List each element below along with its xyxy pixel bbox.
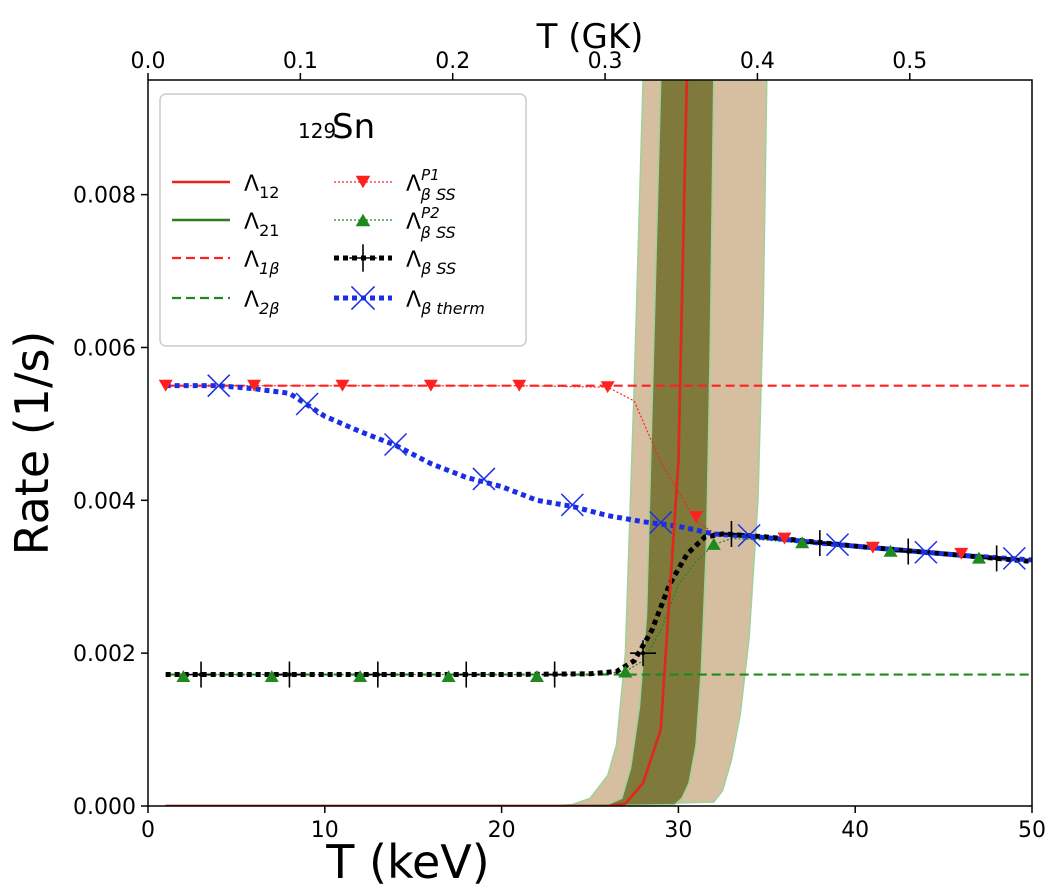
marker-s4-0 bbox=[158, 379, 173, 392]
marker-s6-6 bbox=[718, 520, 745, 547]
legend-marker-p2 bbox=[355, 213, 371, 227]
marker-s7-5 bbox=[649, 510, 673, 535]
y-tick-label-0: 0.000 bbox=[73, 795, 136, 820]
marker-s4-9 bbox=[954, 547, 969, 560]
series-line-7 bbox=[165, 383, 1032, 563]
legend-marker-p1 bbox=[355, 175, 371, 189]
legend-label-ss: Λβ SS bbox=[406, 248, 456, 278]
legend-label-th: Λβ therm bbox=[406, 288, 485, 318]
x-tick-label-5: 50 bbox=[1018, 818, 1046, 843]
legend-entry-l2b: Λ2β bbox=[172, 288, 279, 318]
legend-label-p1: ΛP1 β SS bbox=[406, 166, 456, 204]
marker-s4-8 bbox=[865, 541, 880, 554]
marker-s5-2 bbox=[353, 670, 368, 683]
legend-entry-ss: Λβ SS bbox=[334, 244, 456, 278]
marker-s5-0 bbox=[176, 670, 191, 683]
top-tick-label-2: 0.2 bbox=[435, 49, 470, 74]
marker-s5-3 bbox=[441, 670, 456, 683]
y-axis-label: Rate (1/s) bbox=[5, 331, 59, 556]
marker-group bbox=[158, 374, 1026, 688]
marker-s5-4 bbox=[529, 670, 544, 683]
top-tick-label-3: 0.3 bbox=[588, 49, 623, 74]
marker-s4-3 bbox=[423, 379, 438, 392]
marker-s7-2 bbox=[383, 432, 408, 457]
legend-title-isotope-mass: 129 bbox=[298, 119, 336, 143]
legend-entry-p2: ΛP2 β SS bbox=[334, 204, 456, 242]
marker-s4-1 bbox=[247, 379, 262, 392]
marker-s6-3 bbox=[453, 661, 480, 688]
x-tick-label-3: 30 bbox=[664, 818, 692, 843]
marker-s6-2 bbox=[364, 661, 391, 688]
top-tick-label-0: 0.0 bbox=[131, 49, 166, 74]
marker-s7-9 bbox=[1002, 546, 1026, 570]
legend-label-p2: ΛP2 β SS bbox=[406, 204, 456, 242]
marker-s6-5 bbox=[630, 640, 657, 667]
marker-s5-5 bbox=[618, 665, 633, 678]
legend-entry-l1b: Λ1β bbox=[172, 248, 279, 278]
marker-s6-4 bbox=[541, 661, 568, 688]
y-tick-label-2: 0.004 bbox=[73, 489, 136, 514]
legend-entry-p1: ΛP1 β SS bbox=[334, 166, 456, 204]
x-tick-label-1: 10 bbox=[311, 818, 339, 843]
top-tick-label-5: 0.5 bbox=[892, 49, 927, 74]
legend-label-l12: Λ12 bbox=[244, 172, 279, 202]
marker-s5-7 bbox=[795, 536, 810, 549]
legend-label-l2b: Λ2β bbox=[244, 288, 279, 318]
marker-s6-8 bbox=[895, 538, 922, 565]
marker-s7-7 bbox=[825, 533, 850, 557]
y-tick-label-1: 0.002 bbox=[73, 642, 136, 667]
legend-label-l1b: Λ1β bbox=[244, 248, 279, 278]
legend-entry-l21: Λ21 bbox=[172, 210, 279, 240]
marker-s6-9 bbox=[983, 545, 1010, 572]
marker-s7-4 bbox=[560, 493, 584, 517]
axes-group: 0 10 20 30 40 50 0.000 0.002 0.004 0.006 0.008 0.0 0… bbox=[73, 49, 1046, 843]
marker-s6-0 bbox=[188, 661, 215, 688]
top-tick-label-4: 0.4 bbox=[740, 49, 775, 74]
marker-s5-9 bbox=[971, 551, 986, 564]
top-tick-label-1: 0.1 bbox=[283, 49, 318, 74]
legend-label-l21: Λ21 bbox=[244, 210, 279, 240]
x-tick-label-0: 0 bbox=[141, 818, 155, 843]
legend-marker-ss bbox=[349, 244, 377, 272]
marker-s4-5 bbox=[600, 381, 615, 394]
legend-title-element: Sn bbox=[332, 107, 375, 147]
marker-s7-6 bbox=[737, 523, 761, 547]
y-tick-label-4: 0.008 bbox=[73, 184, 136, 209]
x-tick-label-2: 20 bbox=[488, 818, 516, 843]
y-tick-label-3: 0.006 bbox=[73, 336, 136, 361]
plot-frame bbox=[147, 79, 1033, 807]
legend-entry-l12: Λ12 bbox=[172, 172, 279, 202]
marker-s5-6 bbox=[706, 537, 721, 550]
marker-s7-3 bbox=[472, 467, 496, 491]
x-axis-label: T (keV) bbox=[325, 835, 489, 889]
marker-s6-1 bbox=[276, 661, 303, 688]
legend-marker-th bbox=[350, 285, 376, 311]
marker-s4-2 bbox=[335, 379, 350, 392]
marker-s4-7 bbox=[777, 532, 792, 545]
x-tick-label-4: 40 bbox=[841, 818, 869, 843]
marker-s5-1 bbox=[264, 670, 279, 683]
legend-entry-th: Λβ therm bbox=[334, 285, 485, 318]
marker-s4-6 bbox=[689, 511, 704, 524]
marker-s4-4 bbox=[512, 379, 527, 392]
marker-s7-8 bbox=[914, 540, 938, 564]
marker-s7-1 bbox=[295, 392, 319, 416]
marker-s5-8 bbox=[883, 544, 898, 557]
marker-s7-0 bbox=[207, 374, 231, 398]
top-axis-label: T (GK) bbox=[536, 17, 644, 57]
series-line-0 bbox=[165, 80, 689, 806]
marker-s6-7 bbox=[806, 530, 833, 557]
